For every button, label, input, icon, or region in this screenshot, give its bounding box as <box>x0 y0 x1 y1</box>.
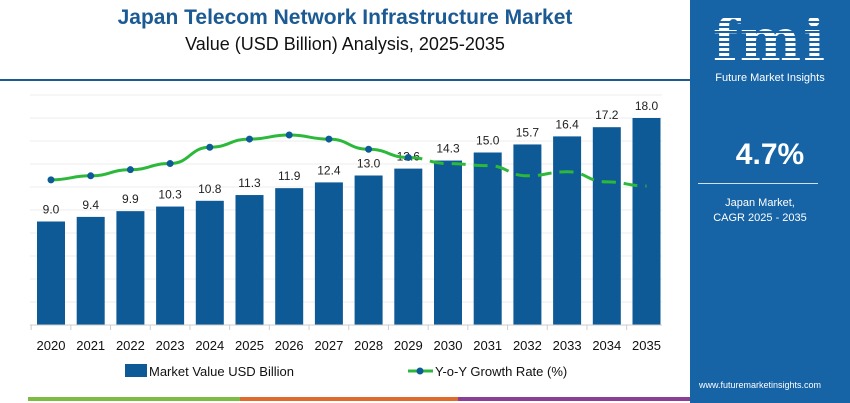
chart: 9.0 2020 9.4 2021 9.9 2022 10.3 2023 10.8 2024 11.… <box>28 94 690 401</box>
x-tick-label: 2030 <box>434 338 463 353</box>
x-tick-label: 2024 <box>195 338 224 353</box>
x-tick-label: 2023 <box>156 338 185 353</box>
footer-stripe <box>458 397 690 401</box>
growth-marker <box>404 153 412 161</box>
growth-marker <box>365 145 373 153</box>
x-tick-label: 2031 <box>473 338 502 353</box>
bar <box>632 118 661 325</box>
cagr-label-market: Japan Market, <box>725 197 795 209</box>
bar-value-label: 16.4 <box>555 117 579 131</box>
bar <box>76 216 105 325</box>
growth-marker <box>206 143 214 151</box>
chart-subtitle: Value (USD Billion) Analysis, 2025-2035 <box>185 34 505 54</box>
growth-marker <box>126 166 134 174</box>
bar-value-label: 10.8 <box>198 182 222 196</box>
bar-value-label: 14.3 <box>436 142 460 156</box>
x-tick-label: 2025 <box>235 338 264 353</box>
bar-value-label: 15.0 <box>476 134 500 148</box>
growth-marker <box>166 160 174 168</box>
bar <box>156 206 185 325</box>
x-tick-label: 2026 <box>275 338 304 353</box>
growth-marker <box>246 135 253 143</box>
growth-marker <box>285 131 293 139</box>
bar <box>354 175 383 325</box>
bar <box>195 200 224 325</box>
footer-stripe <box>28 397 240 401</box>
growth-line-solid <box>50 133 409 182</box>
x-tick-label: 2022 <box>116 338 145 353</box>
x-tick-label: 2020 <box>37 338 66 353</box>
bar <box>314 182 343 325</box>
bar-value-label: 17.2 <box>595 108 619 122</box>
cagr-value: 4.7% <box>735 138 805 171</box>
bar <box>434 160 462 325</box>
legend-line-label: Y-o-Y Growth Rate (%) <box>435 364 567 379</box>
chart-title: Japan Telecom Network Infrastructure Mar… <box>117 6 573 29</box>
bar <box>513 144 542 325</box>
growth-marker <box>325 135 333 143</box>
cagr-divider <box>698 183 818 184</box>
bar <box>235 195 264 325</box>
growth-marker <box>47 176 55 184</box>
x-tick-label: 2034 <box>592 338 621 353</box>
footer-stripe <box>240 397 458 401</box>
growth-line-projected <box>408 155 647 188</box>
bar-value-label: 10.3 <box>158 188 182 202</box>
bar <box>37 221 65 325</box>
bar <box>592 127 621 325</box>
bar-value-label: 13.0 <box>357 157 381 171</box>
legend-bar-swatch <box>125 364 147 377</box>
bar-value-label: 9.0 <box>43 203 60 217</box>
bar-value-label: 12.4 <box>317 163 341 177</box>
bar-value-label: 9.9 <box>122 192 139 206</box>
x-tick-label: 2033 <box>553 338 582 353</box>
bar <box>553 136 582 325</box>
growth-marker <box>87 172 95 180</box>
x-tick-label: 2028 <box>354 338 383 353</box>
bar <box>394 168 423 325</box>
bar-value-label: 15.7 <box>516 125 540 139</box>
side-panel: fmi Future Market Insights 4.7% Japan Ma… <box>690 0 850 403</box>
bar <box>275 188 304 325</box>
x-tick-label: 2032 <box>513 338 542 353</box>
fmi-logo: fmi <box>690 8 850 72</box>
bar <box>473 152 502 325</box>
legend-bar-label: Market Value USD Billion <box>149 364 294 379</box>
cagr-label-period: CAGR 2025 - 2035 <box>713 212 807 224</box>
bar-value-label: 11.9 <box>278 169 301 183</box>
logo-text: Future Market Insights <box>715 72 825 84</box>
bar-value-label: 11.3 <box>238 176 261 190</box>
legend-line-marker <box>416 367 424 375</box>
x-tick-label: 2035 <box>632 338 661 353</box>
x-tick-label: 2029 <box>394 338 423 353</box>
bar-value-label: 18.0 <box>635 99 659 113</box>
website-link[interactable]: www.futuremarketinsights.com <box>698 380 822 390</box>
title-divider <box>0 79 690 81</box>
x-tick-label: 2027 <box>314 338 343 353</box>
bar-value-label: 9.4 <box>82 198 99 212</box>
x-tick-label: 2021 <box>76 338 105 353</box>
bar <box>116 211 145 325</box>
